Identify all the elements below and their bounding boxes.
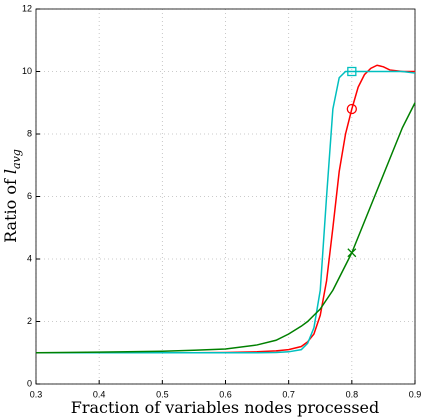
y-tick-label: 12	[22, 3, 32, 13]
marker	[347, 66, 357, 77]
x-tick-label: 0.9	[409, 389, 422, 399]
y-label-sub: avg	[10, 149, 23, 169]
x-tick-label: 0.6	[219, 389, 232, 399]
x-tick-label: 0.7	[282, 389, 295, 399]
x-tick-label: 0.5	[156, 389, 169, 399]
y-axis-label: Ratio of lavg	[1, 149, 23, 243]
y-label-var: l	[1, 169, 20, 174]
y-tick-label: 10	[22, 66, 32, 76]
y-tick-label: 2	[27, 316, 32, 326]
y-tick-label: 8	[27, 128, 32, 138]
x-axis-label: Fraction of variables nodes processed	[71, 398, 380, 417]
y-label-text: Ratio of	[1, 178, 20, 243]
marker	[347, 248, 357, 258]
x-tick-label: 0.3	[30, 389, 43, 399]
series-line	[36, 70, 416, 354]
y-tick-label: 4	[27, 253, 32, 263]
y-tick-label: 6	[27, 191, 32, 201]
plot-frame	[35, 8, 416, 385]
x-tick-label: 0.8	[346, 389, 359, 399]
x-tick-label: 0.4	[93, 389, 106, 399]
y-tick-label: 0	[27, 378, 32, 388]
series-line	[35, 102, 416, 354]
marker	[346, 103, 357, 115]
